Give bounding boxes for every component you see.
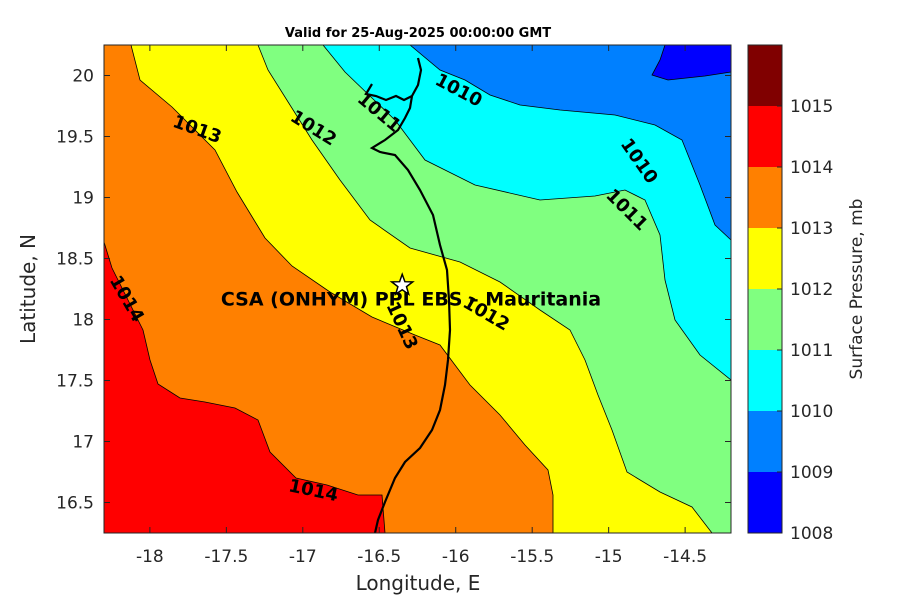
x-tick-label: -17 <box>289 547 317 567</box>
colorbar-tick-label: 1015 <box>790 97 833 117</box>
y-tick-label: 18 <box>72 311 94 331</box>
x-tick-label: -15.5 <box>510 547 554 567</box>
x-tick-label: -16.5 <box>357 547 401 567</box>
colorbar-segment <box>748 350 782 411</box>
y-axis: 16.5 17 17.5 18 18.5 19 19.5 20 <box>56 67 731 514</box>
band-1009-1010 <box>409 45 731 241</box>
x-axis: -18 -17.5 -17 -16.5 -16 -15.5 -15 -14.5 <box>136 45 707 567</box>
colorbar-segment <box>748 289 782 350</box>
y-axis-label: Latitude, N <box>16 234 40 344</box>
x-tick-label: -18 <box>136 547 164 567</box>
colorbar-segment <box>748 45 782 106</box>
x-tick-label: -17.5 <box>204 547 248 567</box>
colorbar-tick-label: 1012 <box>790 280 833 300</box>
band-1010-1011 <box>322 45 731 381</box>
colorbar-tick-label: 1009 <box>790 463 833 483</box>
y-tick-label: 20 <box>72 67 94 87</box>
colorbar-tick-label: 1008 <box>790 524 833 544</box>
colorbar-segment <box>748 472 782 533</box>
colorbar-tick-label: 1014 <box>790 158 833 178</box>
x-tick-label: -15 <box>595 547 623 567</box>
site-star-icon <box>389 272 415 296</box>
y-tick-label: 19 <box>72 189 94 209</box>
band-1008-1009 <box>651 45 731 81</box>
y-tick-label: 18.5 <box>56 250 94 270</box>
chart-title: Valid for 25-Aug-2025 00:00:00 GMT <box>285 26 551 41</box>
colorbar: 1008 1009 1010 1011 1012 1013 1014 1015 <box>747 44 833 544</box>
x-axis-label: Longitude, E <box>356 571 481 595</box>
colorbar-label: Surface Pressure, mb <box>847 199 867 380</box>
y-tick-label: 17.5 <box>56 372 94 392</box>
site-marker-group: CSA (ONHYM) PPL EBS – Mauritania <box>221 272 601 310</box>
plot-frame <box>103 44 732 534</box>
contour-map <box>104 45 731 533</box>
colorbar-segment <box>748 167 782 228</box>
colorbar-segment <box>748 228 782 289</box>
x-tick-label: -16 <box>442 547 470 567</box>
site-label: CSA (ONHYM) PPL EBS – Mauritania <box>221 288 601 310</box>
y-tick-label: 16.5 <box>56 494 94 514</box>
coastline <box>364 57 452 533</box>
colorbar-tick-label: 1010 <box>790 402 833 422</box>
y-tick-label: 17 <box>72 433 94 453</box>
colorbar-tick-label: 1011 <box>790 341 833 361</box>
x-tick-label: -14.5 <box>663 547 707 567</box>
y-tick-label: 19.5 <box>56 128 94 148</box>
colorbar-tick-label: 1013 <box>790 219 833 239</box>
colorbar-segment <box>748 411 782 472</box>
colorbar-segment <box>748 106 782 167</box>
